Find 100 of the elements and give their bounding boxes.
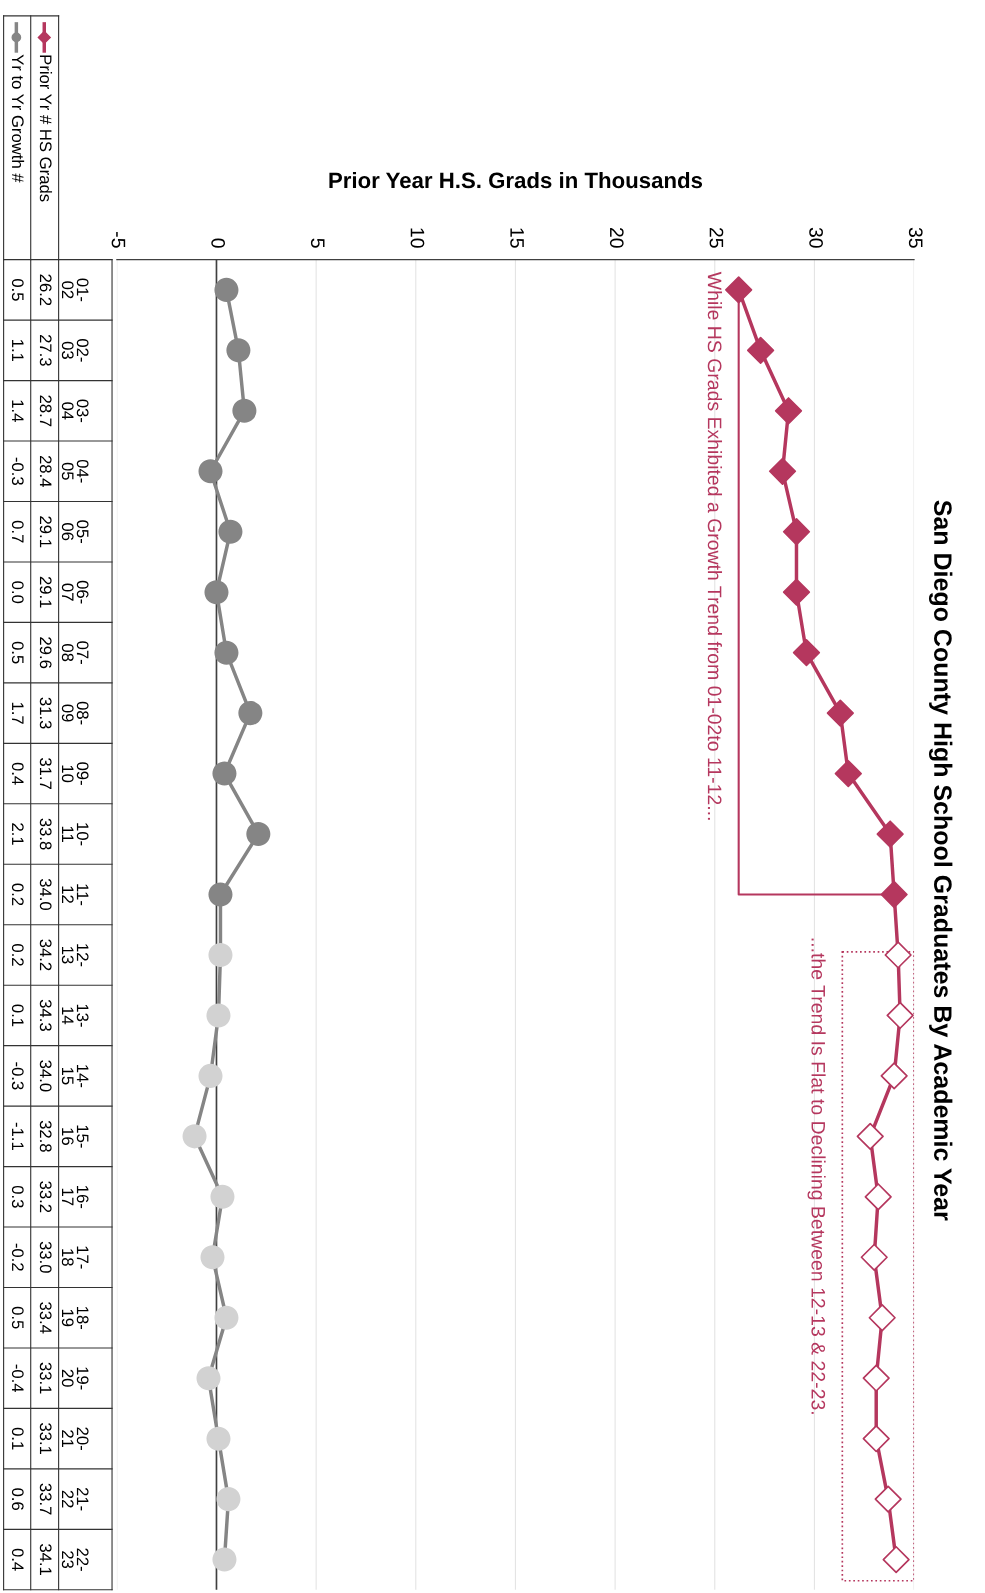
legend-label: Prior Yr # HS Grads [39,55,53,202]
data-label: 33.8 [39,818,52,850]
y-tick-label: 01-02 [61,278,89,302]
data-label: 32.8 [39,1120,52,1152]
y-tick-label: 14-15 [61,1065,89,1088]
y-tick-label: 05-06 [61,520,89,544]
x-tick-label: -5 [111,232,126,248]
data-label: 34.3 [39,999,52,1031]
x-tick-label: 10 [410,228,425,248]
y-tick-label: 16-17 [61,1186,89,1209]
point [216,1487,241,1512]
data-label: 33.4 [39,1302,52,1334]
data-label: -0.4 [11,1364,24,1393]
data-label: -1.1 [12,1122,24,1150]
y-tick-label: 12-13 [61,944,89,967]
data-label: 1.7 [12,702,24,724]
point [196,1366,221,1391]
data-label: 29.1 [39,516,52,548]
x-tick-label: 5 [310,238,325,248]
point [214,640,239,665]
data-label: 27.3 [39,334,52,366]
x-tick-label: 35 [908,227,923,248]
point [200,1245,225,1270]
y-tick-label: 18-19 [61,1306,89,1330]
data-label: 31.3 [39,697,52,729]
data-label: 29.1 [39,576,52,608]
point [232,398,257,423]
data-label: 0.5 [11,641,24,664]
data-label: -0.2 [11,1243,24,1271]
x-tick-label: 15 [510,228,524,248]
point [214,1305,239,1330]
data-label: 34.2 [39,939,52,971]
data-label: 0.4 [11,1548,24,1571]
data-label: 0.1 [11,1004,24,1027]
data-label: 0.7 [11,520,24,543]
data-label: 0.5 [11,1306,24,1329]
y-tick-label: 09-10 [61,762,89,785]
data-label: 33.1 [39,1362,52,1394]
point [226,338,251,363]
point [208,942,233,967]
data-label: 0.3 [11,1185,24,1208]
y-tick-label: 19-20 [61,1367,89,1390]
data-label: 34.0 [39,878,52,911]
data-label: 33.7 [39,1483,52,1515]
y-tick-label: 02-03 [61,338,89,362]
data-label: 34.0 [39,1060,52,1092]
data-label: 28.4 [39,455,52,488]
data-label: 33.2 [39,1181,52,1213]
y-tick-label: 06-07 [61,580,89,604]
point [214,277,239,302]
data-label: 1.1 [12,340,24,362]
data-label: 0.2 [11,944,24,966]
point [182,1124,207,1149]
data-label: 1.4 [12,400,24,422]
y-tick-label: 04-05 [61,459,89,483]
x-tick-label: 20 [609,227,624,248]
point [212,1547,237,1572]
y-tick-label: 13-14 [61,1004,89,1027]
data-label: 0.1 [11,1427,24,1450]
x-axis-title: Prior Year H.S. Grads in Thousands [329,171,703,189]
data-label: 33.0 [39,1241,52,1273]
data-label: 29.6 [39,637,52,669]
y-tick-label: 22-23 [61,1548,89,1571]
data-label: 0.5 [11,278,24,301]
data-label: 2.1 [12,823,24,845]
y-tick-label: 17-18 [61,1246,89,1269]
y-tick-label: 15-16 [61,1125,89,1148]
y-tick-label: 07-08 [61,641,89,664]
x-tick-label: 0 [211,238,226,248]
data-label: 0.6 [11,1488,24,1510]
legend-label: Yr to Yr Growth # [11,54,25,183]
data-label: 0.4 [11,762,24,785]
point [198,1063,223,1088]
y-tick-label: 03-04 [61,399,89,423]
data-label: 26.2 [39,274,52,306]
data-label: -0.3 [11,1062,24,1090]
annotation: While HS Grads Exhibited a Growth Trend from 01-02to 11-12... [707,271,723,820]
data-label: 28.7 [39,395,52,427]
data-label: 34.1 [39,1544,52,1575]
point [206,1003,231,1028]
data-label: 31.7 [39,758,52,789]
point [198,459,223,484]
y-tick-label: 08-09 [61,701,89,725]
point [238,701,263,726]
point [246,822,271,847]
point [210,1184,235,1209]
point [206,1426,231,1451]
data-label: 0.0 [11,581,24,604]
y-tick-label: 20-21 [61,1427,89,1450]
y-tick-label: 10-11 [61,823,89,846]
point [218,519,243,544]
y-tick-label: 11-12 [61,884,89,906]
x-tick-label: 25 [709,227,724,248]
point [212,761,237,786]
data-label: 33.1 [39,1423,52,1455]
y-tick-label: 21-22 [61,1487,89,1511]
x-tick-label: 30 [809,227,823,248]
text: San Diego County High School Graduates By Academic Year [928,500,953,1221]
data-label: 0.2 [11,883,24,906]
data-label: -0.3 [11,457,24,485]
